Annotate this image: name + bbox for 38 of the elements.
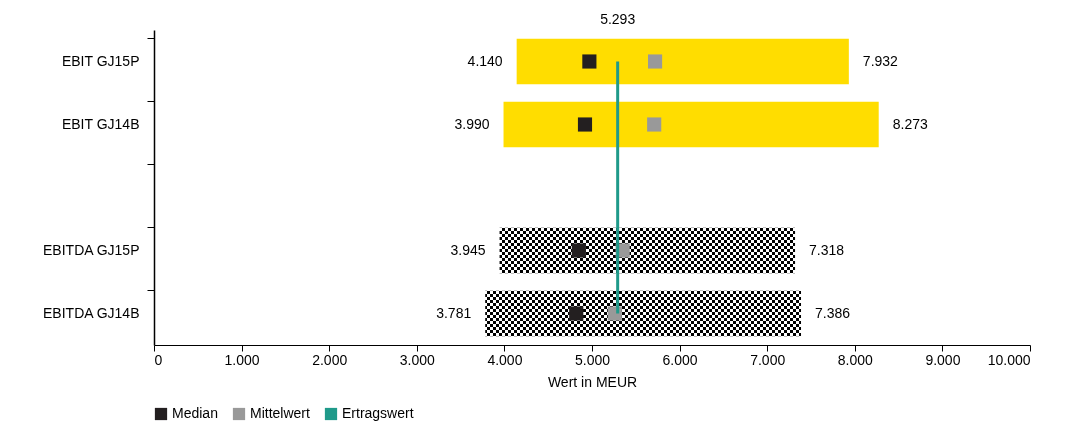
y-tick-label: EBIT GJ14B bbox=[61, 115, 140, 132]
legend-label: Median bbox=[172, 405, 218, 421]
y-tick-label: EBITDA GJ14B bbox=[43, 304, 140, 321]
bar bbox=[485, 290, 802, 337]
annotation: 4.140 bbox=[467, 52, 503, 69]
annotation: 7.318 bbox=[809, 241, 845, 258]
point bbox=[582, 54, 597, 69]
bar bbox=[503, 101, 879, 148]
legend-label: Mittelwert bbox=[250, 405, 311, 421]
annotation: 7.386 bbox=[815, 304, 851, 321]
x-tick-label: 6.000 bbox=[662, 351, 698, 368]
x-axis-title: Wert in MEUR bbox=[547, 373, 638, 390]
annotation: 7.932 bbox=[862, 52, 899, 69]
annotation: 3.990 bbox=[454, 115, 490, 132]
x-tick-label: 1.000 bbox=[224, 351, 260, 368]
point bbox=[647, 117, 662, 132]
y-tick-label: EBIT GJ15P bbox=[61, 52, 140, 69]
x-tick-label: 3.000 bbox=[399, 351, 436, 368]
x-tick-label: 10.000 bbox=[987, 351, 1031, 368]
x-tick-label: 4.000 bbox=[487, 351, 523, 368]
annotation: 3.781 bbox=[436, 304, 472, 321]
x-tick-label: 0 bbox=[154, 351, 163, 368]
text: 5.293 bbox=[600, 11, 636, 27]
point bbox=[569, 306, 584, 321]
x-tick-label: 7.000 bbox=[750, 351, 786, 368]
annotation: 3.945 bbox=[450, 241, 486, 258]
legend-label: Ertragswert bbox=[342, 405, 414, 421]
x-tick-label: 9.000 bbox=[925, 351, 961, 368]
point bbox=[648, 54, 663, 69]
bar bbox=[516, 38, 849, 85]
y-tick-label: EBITDA GJ15P bbox=[43, 241, 140, 258]
point bbox=[571, 243, 586, 258]
bar bbox=[499, 227, 796, 274]
x-tick-label: 5.000 bbox=[574, 351, 611, 368]
point bbox=[577, 117, 593, 132]
annotation: 8.273 bbox=[892, 115, 928, 132]
x-tick-label: 2.000 bbox=[312, 351, 348, 368]
x-tick-label: 8.000 bbox=[837, 351, 874, 368]
